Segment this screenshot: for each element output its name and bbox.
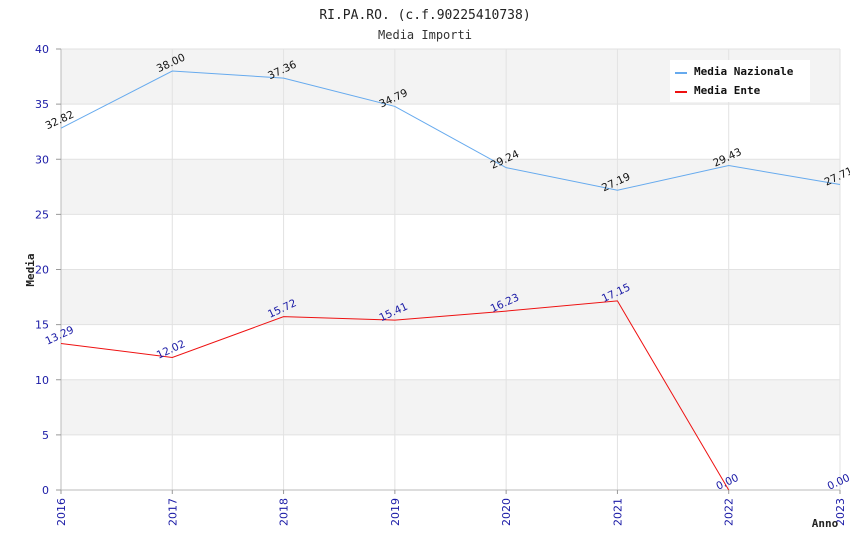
plot-band	[61, 269, 840, 325]
legend-label-ente: Media Ente	[694, 84, 761, 97]
x-tick-label: 2023	[834, 498, 847, 526]
y-axis-ticks: 0 5 10 15 20 25 30 35 40	[35, 43, 61, 497]
x-tick-label: 2019	[389, 498, 402, 526]
y-tick-label: 35	[35, 98, 49, 111]
data-label-nazionale: 32.82	[44, 109, 76, 133]
legend-label-nazionale: Media Nazionale	[694, 65, 794, 78]
y-tick-label: 5	[42, 429, 49, 442]
plot-band	[61, 159, 840, 215]
y-tick-label: 40	[35, 43, 49, 56]
y-axis-title: Media	[24, 253, 37, 286]
chart-subtitle: Media Importi	[378, 28, 472, 42]
series-line-ente	[60, 300, 730, 491]
y-tick-label: 30	[35, 153, 49, 166]
x-tick-label: 2018	[278, 498, 291, 526]
chart-title: RI.PA.RO. (c.f.90225410738)	[319, 8, 530, 23]
legend-box	[670, 60, 810, 102]
plot-band	[61, 379, 840, 435]
x-tick-label: 2016	[55, 498, 68, 526]
legend: Media Nazionale Media Ente	[670, 60, 810, 102]
y-tick-label: 15	[35, 319, 49, 332]
y-tick-label: 0	[42, 484, 49, 497]
x-axis-title: Anno	[812, 517, 839, 530]
data-label-ente: 12.02	[155, 338, 187, 362]
series-lines	[60, 70, 841, 491]
y-tick-label: 10	[35, 374, 49, 387]
x-tick-label: 2022	[723, 498, 736, 526]
plot-bands	[61, 49, 840, 435]
y-tick-label: 25	[35, 208, 49, 221]
y-tick-label: 20	[35, 264, 49, 277]
series-line-nazionale	[60, 70, 841, 191]
x-tick-label: 2017	[166, 498, 179, 526]
x-axis-ticks: 2016 2017 2018 2019 2020 2021 2022 2023	[55, 490, 847, 526]
x-tick-label: 2020	[500, 498, 513, 526]
x-tick-label: 2021	[611, 498, 624, 526]
